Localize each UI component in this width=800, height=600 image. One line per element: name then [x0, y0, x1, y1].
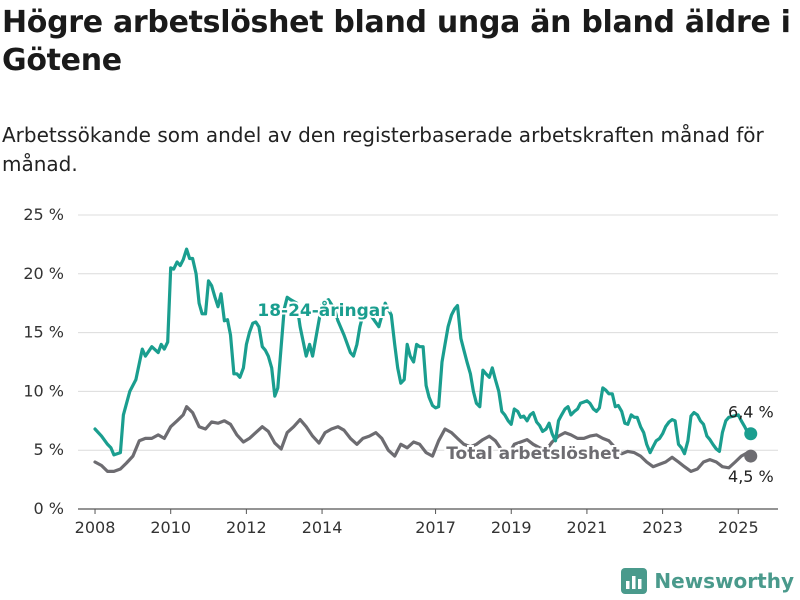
series-labels: 6,4 % 4,5 % 18-24-åringar Total arbetslöshe…	[255, 297, 774, 486]
x-tick-label: 2021	[567, 518, 608, 537]
newsworthy-logo: Newsworthy	[621, 568, 794, 594]
end-point-total	[744, 449, 758, 463]
y-tick-label: 5 %	[34, 440, 64, 459]
end-value-label-youth: 6,4 %	[728, 403, 774, 422]
y-tick-label: 25 %	[23, 205, 64, 224]
x-tick-label: 2025	[718, 518, 759, 537]
x-tick-label: 2010	[150, 518, 191, 537]
series-label-total: Total arbetslöshet	[446, 444, 620, 464]
x-tick-label: 2023	[642, 518, 683, 537]
end-value-label-total: 4,5 %	[728, 467, 774, 486]
series-line-youth	[93, 247, 753, 457]
y-axis: 0 % 5 % 10 % 15 % 20 % 25 %	[23, 205, 64, 518]
y-tick-label: 15 %	[23, 323, 64, 342]
y-tick-label: 10 %	[23, 381, 64, 400]
x-tick-label: 2012	[226, 518, 267, 537]
end-point-youth	[744, 427, 758, 441]
x-tick-label: 2019	[491, 518, 532, 537]
series-lines	[93, 247, 758, 473]
x-tick-label: 2017	[415, 518, 456, 537]
chart-title: Högre arbetslöshet bland unga än bland ä…	[2, 5, 791, 78]
y-tick-label: 0 %	[34, 499, 64, 518]
series-label-youth: 18-24-åringar	[257, 299, 389, 321]
x-tick-label: 2008	[75, 518, 116, 537]
y-tick-label: 20 %	[23, 264, 64, 283]
brand-name: Newsworthy	[654, 569, 794, 593]
x-axis: 2008 2010 2012 2014 2017 2019 2021 2023 2025	[75, 509, 759, 537]
chart-subtitle: Arbetssökande som andel av den registerb…	[2, 123, 764, 176]
x-tick-label: 2014	[302, 518, 343, 537]
series-line-total	[93, 405, 753, 473]
bar-chart-logo-icon	[621, 568, 648, 594]
